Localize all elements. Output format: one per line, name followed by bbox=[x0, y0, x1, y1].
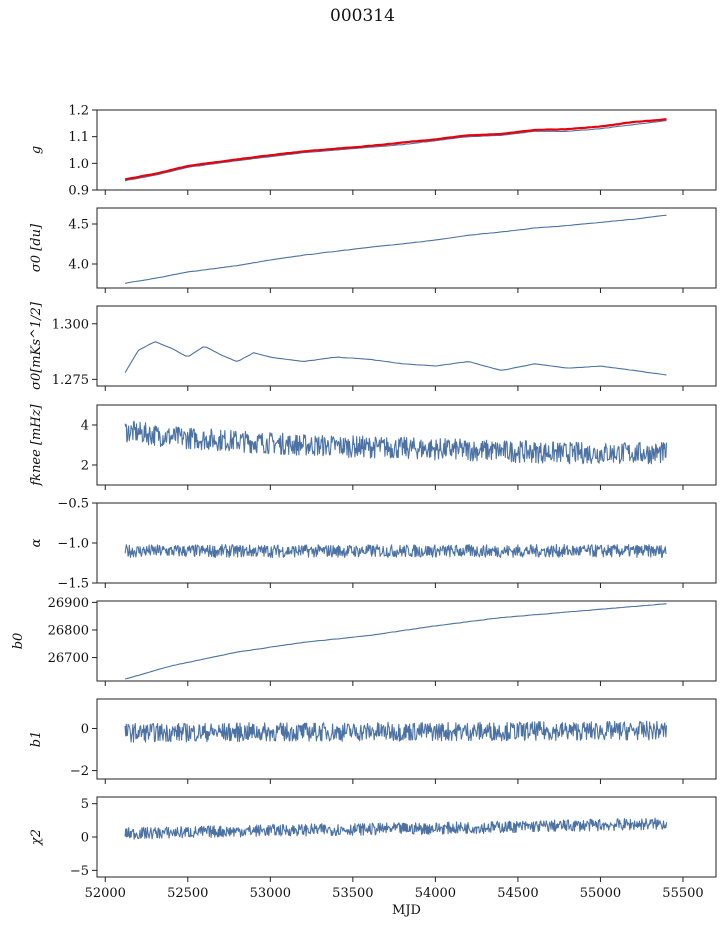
panel-frame bbox=[96, 698, 717, 780]
x-tick-label: 55000 bbox=[580, 886, 621, 901]
y-axis-label: σ0[mKs^1/2] bbox=[29, 301, 44, 390]
x-tick-label: 54500 bbox=[497, 886, 538, 901]
y-tick-label: −5 bbox=[70, 864, 89, 879]
series-line-sigma0-mk bbox=[124, 341, 667, 376]
y-axis-label: fknee [mHz] bbox=[29, 403, 44, 486]
series-line-g-model bbox=[124, 120, 667, 182]
panel-frame bbox=[96, 305, 717, 387]
y-axis-label: b1 bbox=[29, 731, 44, 748]
y-tick-label: 4.5 bbox=[68, 218, 89, 233]
series-line-alpha bbox=[124, 544, 667, 558]
y-tick-label: 5 bbox=[81, 797, 89, 812]
y-tick-label: 0 bbox=[81, 722, 89, 737]
panel-1: 0.9 1.0 1.1 1.2 g bbox=[29, 104, 717, 199]
x-tick-label: 53500 bbox=[332, 886, 373, 901]
panel-frame bbox=[96, 109, 717, 191]
y-tick-label: 4.0 bbox=[68, 258, 89, 273]
panel-frame bbox=[96, 600, 717, 682]
y-axis-label: α bbox=[29, 538, 44, 547]
y-axis-label: σ0 [du] bbox=[29, 223, 44, 272]
y-tick-label: −1.0 bbox=[57, 537, 89, 552]
y-tick-label: 26900 bbox=[48, 596, 89, 611]
y-tick-label: 1.2 bbox=[68, 104, 89, 119]
y-tick-label: 26800 bbox=[48, 623, 89, 638]
x-tick-label: 53000 bbox=[250, 886, 291, 901]
series-line-chi2 bbox=[124, 817, 668, 840]
y-tick-label: −0.5 bbox=[57, 497, 89, 512]
y-tick-label: 2 bbox=[81, 459, 89, 474]
panel-2: 4.0 4.5 σ0 [du] bbox=[29, 207, 717, 293]
series-line-b0 bbox=[124, 603, 667, 680]
y-tick-label: 1.300 bbox=[52, 317, 89, 332]
x-axis-label: MJD bbox=[392, 903, 421, 918]
x-tick-label: 54000 bbox=[415, 886, 456, 901]
panel-6: 26700 26800 26900 b0 bbox=[11, 596, 717, 686]
x-tick-label: 55500 bbox=[662, 886, 703, 901]
panel-5: −1.5 −1.0 −0.5 α bbox=[29, 497, 717, 592]
y-tick-label: −2 bbox=[70, 764, 89, 779]
y-tick-label: 26700 bbox=[48, 651, 89, 666]
x-tick-label: 52500 bbox=[167, 886, 208, 901]
y-axis-label: χ2 bbox=[29, 829, 44, 846]
y-tick-label: 1.275 bbox=[52, 373, 89, 388]
y-tick-label: 0 bbox=[81, 831, 89, 846]
y-tick-label: 4 bbox=[81, 419, 89, 434]
series-line-sigma0 bbox=[125, 214, 667, 284]
y-tick-label: −1.5 bbox=[57, 577, 89, 592]
y-tick-label: 1.0 bbox=[68, 157, 89, 172]
panel-7: −2 0 b1 bbox=[29, 698, 717, 784]
panel-8: −5 0 5 χ2 52000 52500 53000 53500 54000 54500 5500… bbox=[29, 796, 717, 918]
y-axis-label: g bbox=[29, 146, 44, 154]
y-axis-label: b0 bbox=[11, 633, 26, 650]
panel-frame bbox=[96, 404, 717, 486]
panel-frame bbox=[96, 502, 717, 584]
panel-frame bbox=[96, 207, 717, 289]
x-tick-label: 52000 bbox=[85, 886, 126, 901]
y-tick-label: 1.1 bbox=[68, 130, 89, 145]
panel-4: 2 4 fknee [mHz] bbox=[29, 403, 717, 490]
panel-3: 1.275 1.300 σ0[mKs^1/2] bbox=[29, 301, 717, 391]
figure-title: 000314 bbox=[330, 6, 395, 26]
y-tick-label: 0.9 bbox=[68, 184, 89, 199]
series-line-g-fit bbox=[124, 118, 667, 181]
series-line-fknee bbox=[124, 420, 668, 465]
series-line-b1 bbox=[124, 720, 668, 743]
